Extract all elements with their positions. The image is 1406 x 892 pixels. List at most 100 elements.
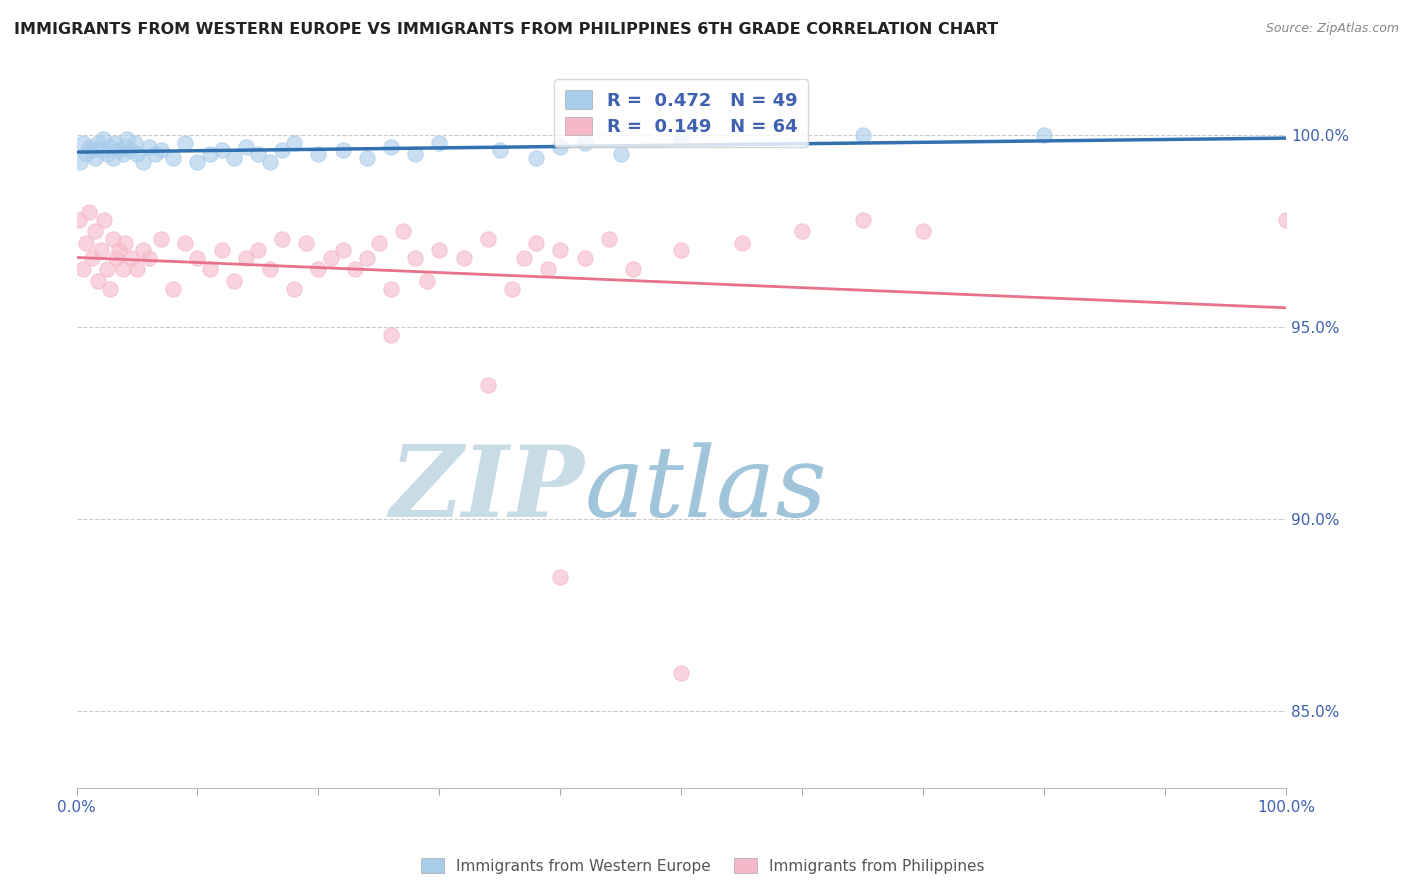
Point: [67, 212, 90, 227]
Point: [477, 377, 499, 392]
Point: [222, 151, 245, 165]
Point: [111, 262, 134, 277]
Point: [852, 212, 875, 227]
Point: [100, 139, 122, 153]
Point: [120, 144, 142, 158]
Point: [108, 144, 131, 158]
Point: [912, 224, 935, 238]
Point: [82, 251, 104, 265]
Point: [174, 235, 197, 250]
Point: [380, 327, 402, 342]
Point: [69, 155, 91, 169]
Point: [852, 128, 875, 142]
Point: [1033, 128, 1056, 142]
Point: [211, 244, 233, 258]
Point: [143, 147, 166, 161]
Point: [174, 136, 197, 150]
Point: [132, 155, 155, 169]
Point: [271, 144, 294, 158]
Point: [621, 262, 644, 277]
Point: [731, 235, 754, 250]
Point: [319, 251, 342, 265]
Point: [104, 136, 127, 150]
Point: [90, 144, 112, 158]
Point: [96, 262, 118, 277]
Point: [162, 151, 184, 165]
Point: [100, 282, 122, 296]
Point: [598, 232, 620, 246]
Point: [150, 144, 173, 158]
Point: [792, 224, 814, 238]
Point: [356, 251, 378, 265]
Point: [550, 139, 572, 153]
Point: [332, 244, 354, 258]
Point: [356, 151, 378, 165]
Point: [114, 235, 136, 250]
Point: [125, 147, 148, 161]
Point: [87, 274, 110, 288]
Point: [610, 147, 633, 161]
Point: [105, 251, 128, 265]
Point: [574, 136, 596, 150]
Point: [91, 132, 114, 146]
Point: [1275, 212, 1298, 227]
Point: [108, 244, 131, 258]
Point: [307, 147, 329, 161]
Point: [501, 282, 523, 296]
Point: [235, 139, 257, 153]
Text: atlas: atlas: [585, 442, 827, 537]
Point: [235, 251, 257, 265]
Point: [211, 144, 233, 158]
Point: [132, 244, 155, 258]
Point: [429, 244, 451, 258]
Point: [198, 147, 221, 161]
Point: [259, 155, 281, 169]
Point: [75, 147, 97, 161]
Point: [93, 212, 115, 227]
Point: [574, 251, 596, 265]
Point: [392, 224, 415, 238]
Point: [198, 262, 221, 277]
Point: [150, 232, 173, 246]
Point: [83, 151, 105, 165]
Text: IMMIGRANTS FROM WESTERN EUROPE VS IMMIGRANTS FROM PHILIPPINES 6TH GRADE CORRELAT: IMMIGRANTS FROM WESTERN EUROPE VS IMMIGR…: [14, 22, 998, 37]
Point: [138, 139, 160, 153]
Point: [77, 139, 100, 153]
Point: [162, 282, 184, 296]
Point: [114, 139, 136, 153]
Point: [307, 262, 329, 277]
Point: [429, 136, 451, 150]
Point: [259, 262, 281, 277]
Point: [295, 235, 318, 250]
Text: ZIP: ZIP: [389, 442, 585, 538]
Point: [90, 244, 112, 258]
Point: [117, 132, 139, 146]
Text: Source: ZipAtlas.com: Source: ZipAtlas.com: [1265, 22, 1399, 36]
Point: [524, 151, 547, 165]
Legend: R =  0.472   N = 49, R =  0.149   N = 64: R = 0.472 N = 49, R = 0.149 N = 64: [554, 79, 808, 147]
Point: [96, 147, 118, 161]
Point: [550, 244, 572, 258]
Point: [671, 665, 693, 680]
Point: [246, 147, 269, 161]
Point: [111, 147, 134, 161]
Point: [72, 262, 94, 277]
Point: [77, 204, 100, 219]
Point: [80, 144, 103, 158]
Point: [404, 147, 426, 161]
Point: [477, 232, 499, 246]
Point: [343, 262, 366, 277]
Legend: Immigrants from Western Europe, Immigrants from Philippines: Immigrants from Western Europe, Immigran…: [415, 852, 991, 880]
Point: [246, 244, 269, 258]
Point: [138, 251, 160, 265]
Point: [404, 251, 426, 265]
Point: [87, 136, 110, 150]
Point: [380, 139, 402, 153]
Point: [671, 244, 693, 258]
Point: [186, 251, 208, 265]
Point: [72, 136, 94, 150]
Point: [101, 151, 124, 165]
Point: [537, 262, 560, 277]
Point: [671, 132, 693, 146]
Point: [513, 251, 536, 265]
